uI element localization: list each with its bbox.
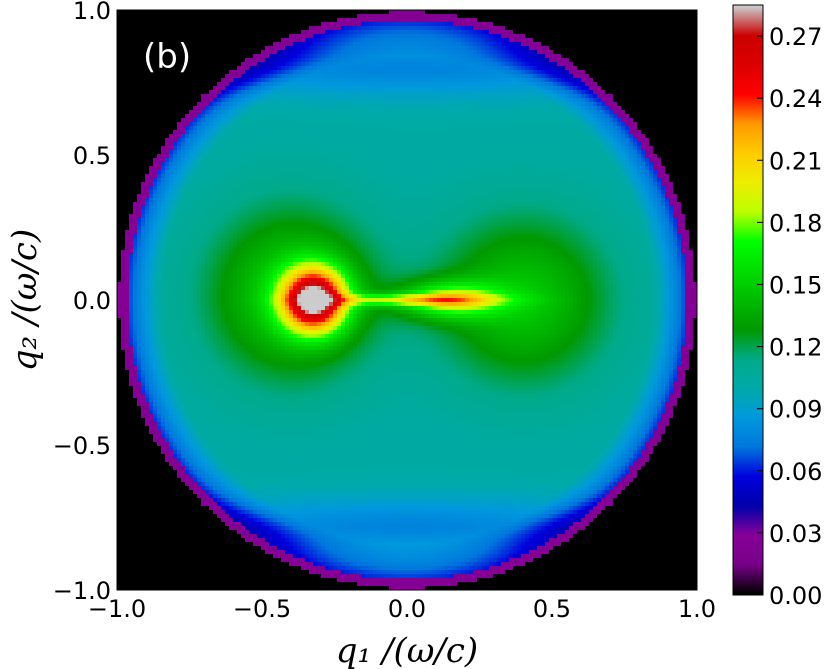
y-tick-label: −0.5 <box>53 432 111 460</box>
colorbar-tick-label: 0.03 <box>769 520 822 548</box>
x-tick-label: 0.0 <box>388 595 426 623</box>
heatmap-image <box>117 10 697 590</box>
x-tick-label: 1.0 <box>678 595 716 623</box>
x-axis-label: q₁ /(ω/c) <box>336 631 478 669</box>
colorbar-frame <box>732 4 764 596</box>
x-axis-ticks: −1.0 −0.5 0.0 0.5 1.0 <box>88 595 716 623</box>
colorbar-tick-label: 0.27 <box>769 23 822 51</box>
y-tick-label: −1.0 <box>53 577 111 605</box>
x-tick-label: 0.5 <box>533 595 571 623</box>
panel-label: (b) <box>143 37 191 77</box>
colorbar-tick-label: 0.21 <box>769 147 822 175</box>
heatmap-panel: (b) <box>116 9 698 591</box>
y-axis-label: q₂ /(ω/c) <box>5 229 45 371</box>
colorbar-ticks: 0.00 0.03 0.06 0.09 0.12 0.15 0.18 0.21 0.24 0.27 <box>757 23 822 610</box>
colorbar-tick-label: 0.06 <box>769 458 822 486</box>
x-tick-label: −0.5 <box>233 595 291 623</box>
y-tick-label: 0.0 <box>73 287 111 315</box>
colorbar-tick-label: 0.09 <box>769 396 822 424</box>
colorbar-tick-label: 0.00 <box>769 582 822 610</box>
colorbar-tick-label: 0.12 <box>769 334 822 362</box>
x-tick-label: −1.0 <box>88 595 146 623</box>
y-tick-label: 0.5 <box>73 142 111 170</box>
colorbar-tick-label: 0.18 <box>769 209 822 237</box>
colorbar-gradient <box>733 5 763 595</box>
colorbar-tick-label: 0.24 <box>769 85 822 113</box>
colorbar: 0.00 0.03 0.06 0.09 0.12 0.15 0.18 0.21 0.24 0.27 <box>732 4 822 610</box>
y-axis-ticks: −1.0 −0.5 0.0 0.5 1.0 <box>53 0 111 605</box>
plot-frame <box>116 9 698 591</box>
y-tick-label: 1.0 <box>73 0 111 25</box>
colorbar-tick-label: 0.15 <box>769 271 822 299</box>
